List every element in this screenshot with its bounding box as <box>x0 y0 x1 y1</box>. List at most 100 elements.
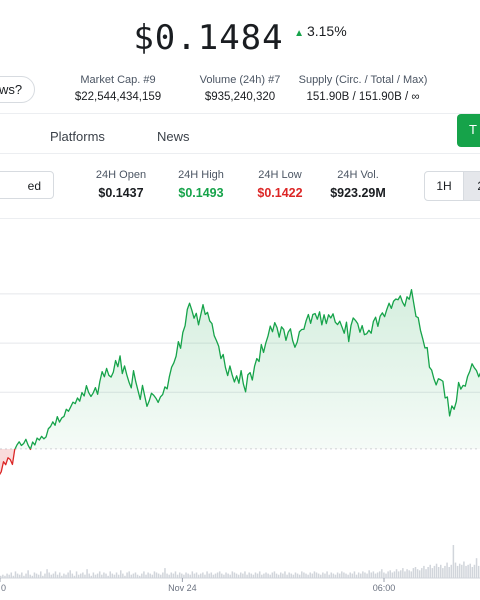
volume-bar <box>303 572 305 578</box>
volume-bar <box>252 574 255 578</box>
range-option-24h[interactable]: 24 <box>463 172 480 200</box>
volume-bar <box>151 574 154 578</box>
volume-bar <box>221 573 223 578</box>
volume-bar <box>172 573 175 578</box>
volume-bar <box>168 574 170 578</box>
ohlc-label: 24H High <box>178 169 224 181</box>
volume-bar <box>101 574 103 578</box>
volume-bar <box>103 572 105 578</box>
volume-bar <box>134 572 137 578</box>
volume-bar <box>448 567 450 578</box>
chart-type-button[interactable]: ed <box>0 171 54 199</box>
volume-bar <box>16 573 19 578</box>
volume-bar <box>427 567 429 578</box>
volume-bar <box>362 571 364 578</box>
volume-bar <box>176 574 179 578</box>
volume-bar <box>153 571 156 578</box>
volume-bar <box>254 572 257 578</box>
volume-bar <box>242 573 244 578</box>
volume-bar <box>214 573 217 578</box>
volume-bar <box>465 565 467 578</box>
volume-bar <box>372 571 375 578</box>
volume-bar <box>75 571 78 578</box>
volume-bar <box>423 565 425 578</box>
volume-bar <box>44 573 46 578</box>
volume-bar <box>111 573 114 578</box>
volume-bar <box>366 573 368 578</box>
volume-bar <box>124 575 126 578</box>
volume-bar <box>46 569 48 578</box>
volume-bar <box>315 572 318 578</box>
divider <box>0 113 480 114</box>
tab-news[interactable]: News <box>157 129 190 144</box>
volume-bar <box>294 572 297 578</box>
volume-bar <box>2 574 4 578</box>
volume-bar <box>309 572 311 578</box>
volume-bar <box>235 573 238 578</box>
volume-bar <box>345 573 347 578</box>
volume-bar <box>421 568 423 578</box>
volume-bar <box>185 572 187 578</box>
volume-bar <box>280 572 282 578</box>
volume-bar <box>25 573 27 578</box>
volume-bar <box>454 562 457 578</box>
volume-bar <box>305 573 307 578</box>
volume-bar <box>23 575 25 578</box>
price-change-value: 3.15% <box>306 23 347 40</box>
volume-bar <box>147 572 149 578</box>
volume-bar <box>58 572 61 578</box>
volume-bar <box>136 574 139 578</box>
volume-bar <box>128 571 130 578</box>
volume-bar <box>442 568 444 578</box>
volume-bar <box>149 573 151 578</box>
info-pill-button[interactable]: ws? <box>0 76 36 103</box>
volume-bar <box>35 573 38 578</box>
volume-bar <box>273 571 276 578</box>
volume-bar <box>402 568 404 578</box>
volume-bar <box>311 573 314 578</box>
volume-bar <box>349 572 351 578</box>
volume-bar <box>216 572 219 578</box>
area-fill-up <box>0 289 480 449</box>
trade-button[interactable]: T <box>457 114 480 147</box>
ohlc-label: 24H Vol. <box>337 169 379 181</box>
divider <box>0 153 480 154</box>
volume-bar <box>360 573 362 578</box>
stat-supply: Supply (Circ. / Total / Max) 151.90B / 1… <box>298 74 428 103</box>
volume-bar <box>381 569 383 578</box>
volume-bar <box>195 572 198 578</box>
volume-bar <box>82 572 84 578</box>
volume-bar <box>42 575 44 578</box>
volume-bar <box>71 573 74 578</box>
volume-bar <box>452 545 455 578</box>
volume-bar <box>162 572 164 578</box>
volume-bar <box>397 571 400 578</box>
volume-bar <box>117 574 120 578</box>
volume-bar <box>231 571 234 578</box>
volume-bar <box>155 572 158 578</box>
volume-bar <box>10 572 13 578</box>
volume-bar <box>334 574 337 578</box>
volume-bar <box>296 573 299 578</box>
volume-bar <box>458 563 461 578</box>
volume-bar <box>8 574 10 578</box>
tab-platforms[interactable]: Platforms <box>50 129 105 144</box>
volume-bar <box>267 573 269 578</box>
volume-bar <box>122 573 124 578</box>
volume-bar <box>416 569 419 578</box>
volume-bar <box>368 570 370 578</box>
volume-bar <box>77 574 80 578</box>
range-option-1h[interactable]: 1H <box>436 179 452 193</box>
volume-bar <box>212 574 215 578</box>
volume-bar <box>107 575 109 578</box>
volume-bar <box>444 565 446 578</box>
volume-bar <box>61 575 63 578</box>
volume-bar <box>237 574 240 578</box>
price-chart[interactable]: 0 Nov 24 06:00 <box>0 220 480 600</box>
volume-bar <box>298 574 301 578</box>
volume-bar <box>193 573 196 578</box>
volume-bar <box>187 573 189 578</box>
x-tick-label: Nov 24 <box>168 583 197 593</box>
volume-bar <box>292 574 295 578</box>
ohlc-open: 24H Open $0.1437 <box>88 169 154 200</box>
